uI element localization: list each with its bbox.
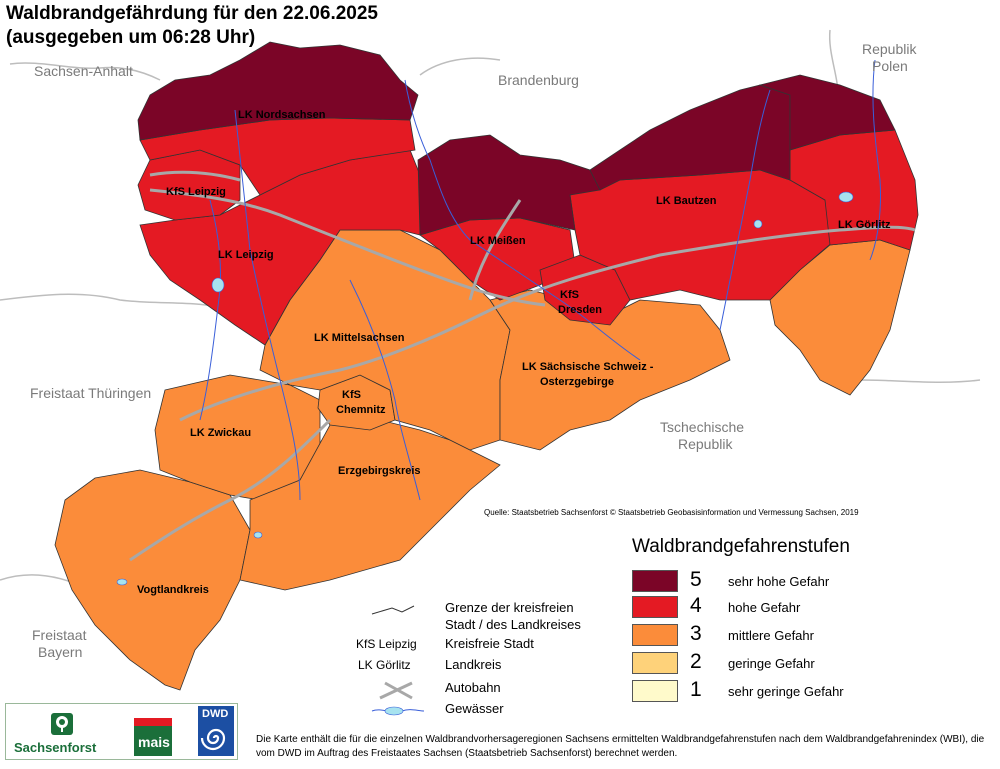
legend-item-2: 2 geringe Gefahr	[632, 650, 972, 676]
motorway-a14	[149, 188, 546, 307]
region-vogtland	[54, 469, 251, 691]
label-nordsachsen: LK Nordsachsen	[238, 109, 326, 121]
label-dresden-line2: Dresden	[558, 304, 602, 316]
river-zschopau	[349, 279, 421, 501]
label-polen-line2: Polen	[872, 58, 908, 74]
motorway-a38	[149, 170, 241, 182]
label-kfs-leipzig: KfS Leipzig	[166, 186, 226, 198]
label-chemnitz-line1: KfS	[342, 389, 361, 401]
label-bautzen: LK Bautzen	[656, 195, 717, 207]
lake-bautzen	[753, 219, 763, 229]
legend-swatch	[632, 596, 678, 618]
label-dresden-line1: KfS	[560, 289, 579, 301]
key-motorway-label: Autobahn	[445, 680, 501, 695]
label-sachsen-anhalt: Sachsen-Anhalt	[34, 63, 133, 79]
river-spree	[719, 89, 771, 331]
label-polen-line1: Republik	[862, 41, 917, 57]
map-title: Waldbrandgefährdung für den 22.06.2025 (…	[6, 2, 378, 50]
label-bayern-line1: Freistaat	[32, 627, 87, 643]
legend-item-5: 5 sehr hohe Gefahr	[632, 568, 972, 594]
key-kfs-label: Kreisfreie Stadt	[445, 636, 534, 651]
region-nordsachsen	[137, 41, 419, 141]
label-saechs-schweiz-line2: Osterzgebirge	[540, 376, 614, 388]
legend-item-3: 3 mittlere Gefahr	[632, 622, 972, 648]
legend-swatch	[632, 570, 678, 592]
motorway-a4	[179, 225, 916, 422]
motorway-a13	[468, 199, 522, 301]
legend-item-1: 1 sehr geringe Gefahr	[632, 678, 972, 704]
label-thueringen: Freistaat Thüringen	[30, 385, 151, 401]
key-lk-label: Landkreis	[445, 657, 502, 672]
legend-level: 5	[690, 568, 702, 591]
motorway-a72	[129, 418, 332, 562]
title-line-2: (ausgegeben um 06:28 Uhr)	[6, 27, 256, 48]
tree-icon	[51, 713, 73, 735]
legend-swatch	[632, 652, 678, 674]
legend-label: geringe Gefahr	[728, 656, 815, 671]
river-mulde	[234, 109, 301, 501]
label-lk-leipzig: LK Leipzig	[218, 249, 274, 261]
legend-title: Waldbrandgefahrenstufen	[632, 536, 850, 557]
legend-swatch	[632, 624, 678, 646]
lake-leipzig	[211, 277, 225, 293]
label-meissen: LK Meißen	[470, 235, 526, 247]
label-tschechien-line1: Tschechische	[660, 419, 744, 435]
mais-wordmark: mais	[138, 734, 170, 750]
label-brandenburg: Brandenburg	[498, 72, 579, 88]
label-mittelsachsen: LK Mittelsachsen	[314, 332, 405, 344]
river-elbe	[404, 79, 641, 361]
legend-level: 4	[690, 594, 702, 617]
river-neisse	[869, 59, 881, 261]
source-credit: Quelle: Staatsbetrieb Sachsenforst © Sta…	[484, 508, 859, 517]
label-bayern-line2: Bayern	[38, 644, 82, 660]
key-kfs-abbr: KfS Leipzig	[356, 637, 417, 651]
logo-strip: Sachsenforst mais DWD	[5, 703, 238, 760]
regions-level-4	[137, 117, 919, 346]
regions-level-5	[137, 41, 896, 236]
label-tschechien-line2: Republik	[678, 436, 733, 452]
regions-level-3	[54, 229, 911, 691]
key-water-label: Gewässer	[445, 701, 504, 716]
region-kfs-leipzig	[137, 149, 241, 221]
key-border-label-1: Grenze der kreisfreien	[445, 600, 574, 615]
legend-label: sehr hohe Gefahr	[728, 574, 830, 589]
legend-label: sehr geringe Gefahr	[728, 684, 844, 699]
lake-berzdorf	[838, 191, 854, 203]
sachsenforst-wordmark: Sachsenforst	[14, 740, 97, 755]
label-erzgebirge: Erzgebirgskreis	[338, 465, 421, 477]
sachsenforst-logo: Sachsenforst	[12, 710, 112, 756]
key-border-label-2: Stadt / des Landkreises	[445, 617, 581, 632]
key-lk-abbr: LK Görlitz	[358, 658, 411, 672]
label-saechs-schweiz-line1: LK Sächsische Schweiz -	[522, 361, 654, 373]
key-water-symbol	[371, 706, 425, 716]
label-chemnitz-line2: Chemnitz	[336, 404, 386, 416]
title-line-1: Waldbrandgefährdung für den 22.06.2025	[6, 3, 378, 24]
legend-level: 1	[690, 678, 702, 701]
mais-logo: mais	[134, 718, 172, 756]
lake-vogtland	[116, 578, 128, 586]
dwd-logo: DWD	[198, 706, 234, 756]
legend-label: hohe Gefahr	[728, 600, 801, 615]
spiral-icon	[200, 728, 226, 751]
legend-level: 2	[690, 650, 702, 673]
legend-level: 3	[690, 622, 702, 645]
legend-swatch	[632, 680, 678, 702]
label-goerlitz: LK Görlitz	[838, 219, 891, 231]
dwd-wordmark: DWD	[202, 708, 229, 720]
legend-item-4: 4 hohe Gefahr	[632, 594, 972, 620]
label-vogtland: Vogtlandkreis	[137, 584, 209, 596]
footnote: Die Karte enthält die für die einzelnen …	[256, 734, 985, 759]
label-zwickau: LK Zwickau	[190, 427, 251, 439]
mais-flag-stripe	[134, 718, 172, 726]
legend-label: mittlere Gefahr	[728, 628, 814, 643]
motorways	[129, 170, 916, 562]
key-motorway-symbol	[379, 681, 413, 700]
lake-erzgebirge	[253, 531, 263, 539]
region-goerlitz-north	[758, 74, 896, 151]
lakes	[116, 191, 854, 586]
key-border-symbol	[371, 605, 415, 615]
